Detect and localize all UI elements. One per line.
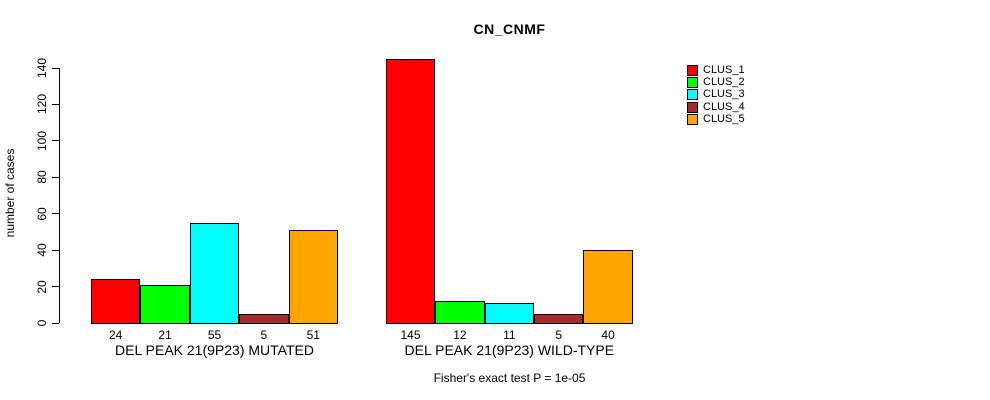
legend-swatch-icon	[687, 101, 698, 113]
y-tick-mark	[52, 213, 59, 215]
footnote-text: Fisher's exact test P = 1e-05	[433, 371, 586, 385]
legend-label: CLUS_3	[703, 88, 745, 101]
bar-value-label: 51	[306, 328, 320, 342]
y-tick-mark	[52, 286, 59, 288]
y-tick-label: 0	[35, 319, 49, 327]
bar-value-label: 40	[601, 328, 615, 342]
legend-swatch-icon	[687, 64, 698, 76]
legend-swatch-icon	[687, 76, 698, 88]
y-tick-mark	[52, 322, 59, 324]
bar-value-label: 55	[207, 328, 222, 342]
y-tick-label: 20	[35, 279, 49, 294]
legend-label: CLUS_4	[703, 100, 745, 113]
legend-entry-clus_5: CLUS_5	[687, 113, 745, 125]
bar-value-label: 11	[503, 328, 516, 342]
y-tick-label: 40	[35, 243, 49, 257]
bar-value-label: 5	[260, 328, 268, 342]
legend-swatch-icon	[687, 89, 698, 101]
y-tick-mark	[52, 67, 59, 69]
bar-clus_5-group1	[288, 230, 338, 324]
bar-value-label: 12	[453, 328, 467, 342]
bar-clus_1-group1	[91, 279, 141, 324]
y-tick-label: 60	[35, 207, 49, 221]
bar-value-label: 21	[158, 328, 172, 342]
legend-label: CLUS_2	[703, 75, 745, 88]
y-tick-mark	[52, 103, 59, 105]
bar-value-label: 5	[555, 328, 563, 342]
y-axis-label: number of cases	[3, 148, 17, 238]
legend-entry-clus_4: CLUS_4	[687, 101, 745, 113]
bar-clus_3-group2	[484, 302, 534, 324]
y-tick-mark	[52, 249, 59, 251]
legend-label: CLUS_1	[703, 63, 745, 76]
group-label-2: DEL PEAK 21(9P23) WILD-TYPE	[404, 342, 615, 358]
legend-entry-clus_1: CLUS_1	[687, 64, 745, 76]
bar-clus_2-group1	[140, 284, 190, 324]
y-axis-line	[59, 68, 60, 323]
legend-entry-clus_3: CLUS_3	[687, 89, 745, 101]
chart-title: CN_CNMF	[473, 21, 546, 37]
y-tick-mark	[52, 176, 59, 178]
y-tick-label: 120	[35, 94, 49, 115]
y-tick-mark	[52, 140, 59, 142]
legend: CLUS_1 CLUS_2 CLUS_3 CLUS_4 CLUS_5	[687, 64, 745, 125]
bar-clus_3-group1	[189, 222, 240, 324]
bar-value-label: 24	[109, 328, 123, 342]
bar-clus_4-group1	[239, 313, 289, 324]
bar-clus_4-group2	[534, 313, 584, 324]
y-tick-label: 80	[35, 170, 49, 184]
bar-clus_5-group2	[583, 250, 633, 324]
legend-swatch-icon	[687, 113, 698, 125]
y-tick-label: 100	[35, 130, 49, 151]
legend-entry-clus_2: CLUS_2	[687, 76, 745, 88]
bar-clus_1-group2	[385, 58, 436, 324]
bar-value-label: 145	[400, 328, 421, 342]
legend-label: CLUS_5	[703, 112, 745, 125]
bar-clus_2-group2	[435, 301, 485, 324]
y-tick-label: 140	[35, 57, 49, 79]
group-label-1: DEL PEAK 21(9P23) MUTATED	[115, 342, 314, 358]
